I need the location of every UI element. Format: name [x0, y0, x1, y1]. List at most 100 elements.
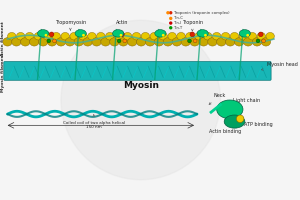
- Ellipse shape: [61, 32, 69, 40]
- Ellipse shape: [112, 30, 124, 37]
- Ellipse shape: [110, 38, 119, 46]
- Ellipse shape: [226, 38, 235, 46]
- FancyBboxPatch shape: [4, 62, 271, 80]
- Ellipse shape: [177, 32, 185, 40]
- Ellipse shape: [155, 30, 166, 37]
- Ellipse shape: [252, 38, 262, 46]
- Ellipse shape: [136, 38, 146, 46]
- Ellipse shape: [199, 38, 208, 46]
- Ellipse shape: [257, 32, 266, 40]
- Circle shape: [190, 32, 195, 37]
- Text: Actin: Actin: [116, 20, 128, 37]
- Ellipse shape: [52, 32, 61, 40]
- Ellipse shape: [43, 32, 52, 40]
- Circle shape: [169, 21, 172, 25]
- Ellipse shape: [146, 38, 155, 46]
- Ellipse shape: [25, 32, 34, 40]
- Ellipse shape: [47, 38, 57, 46]
- Circle shape: [193, 39, 197, 43]
- Ellipse shape: [12, 38, 21, 46]
- Circle shape: [169, 26, 172, 29]
- Ellipse shape: [34, 32, 43, 40]
- Ellipse shape: [235, 38, 244, 46]
- Circle shape: [166, 11, 170, 14]
- Ellipse shape: [217, 38, 226, 46]
- Ellipse shape: [239, 30, 250, 37]
- Text: Coiled coil of two alpha helical
150 nm: Coiled coil of two alpha helical 150 nm: [63, 115, 125, 129]
- Ellipse shape: [88, 32, 96, 40]
- Text: Myosin filament: Myosin filament: [1, 52, 5, 92]
- Text: Actin binding: Actin binding: [209, 115, 241, 134]
- Ellipse shape: [239, 32, 248, 40]
- Circle shape: [169, 17, 172, 20]
- Ellipse shape: [97, 32, 105, 40]
- Ellipse shape: [56, 38, 66, 46]
- Circle shape: [262, 39, 266, 43]
- Ellipse shape: [172, 38, 182, 46]
- Ellipse shape: [217, 100, 243, 119]
- Ellipse shape: [128, 38, 137, 46]
- Ellipse shape: [119, 38, 128, 46]
- Ellipse shape: [154, 38, 164, 46]
- Circle shape: [246, 34, 249, 37]
- Text: Myosin: Myosin: [123, 81, 159, 90]
- Ellipse shape: [243, 38, 253, 46]
- Text: Troponin (troponin complex): Troponin (troponin complex): [173, 11, 229, 15]
- Circle shape: [49, 32, 54, 37]
- Text: Neck: Neck: [209, 93, 226, 104]
- Circle shape: [120, 32, 124, 37]
- Circle shape: [258, 32, 263, 37]
- Circle shape: [169, 11, 172, 14]
- Ellipse shape: [159, 32, 167, 40]
- Text: Tn-I: Tn-I: [173, 21, 181, 25]
- Ellipse shape: [195, 32, 203, 40]
- Ellipse shape: [132, 32, 141, 40]
- Text: Actin filament: Actin filament: [1, 22, 5, 56]
- Text: Troponin: Troponin: [182, 20, 203, 31]
- Text: Tropomyosin: Tropomyosin: [55, 20, 86, 31]
- Ellipse shape: [208, 38, 217, 46]
- Ellipse shape: [190, 38, 199, 46]
- Text: ATP binding: ATP binding: [242, 118, 273, 127]
- Ellipse shape: [29, 38, 39, 46]
- Text: Light chain: Light chain: [222, 98, 260, 107]
- Ellipse shape: [230, 32, 239, 40]
- Ellipse shape: [106, 32, 114, 40]
- Ellipse shape: [168, 32, 176, 40]
- Ellipse shape: [79, 32, 87, 40]
- Ellipse shape: [16, 32, 25, 40]
- Ellipse shape: [197, 30, 208, 37]
- Ellipse shape: [123, 32, 132, 40]
- Ellipse shape: [186, 32, 194, 40]
- Circle shape: [117, 39, 121, 43]
- Ellipse shape: [181, 38, 190, 46]
- Ellipse shape: [114, 32, 123, 40]
- Ellipse shape: [38, 30, 49, 37]
- Ellipse shape: [38, 38, 48, 46]
- Ellipse shape: [221, 32, 230, 40]
- Ellipse shape: [92, 38, 101, 46]
- Ellipse shape: [261, 38, 271, 46]
- Ellipse shape: [204, 32, 212, 40]
- Circle shape: [47, 39, 51, 43]
- Text: Myosin head: Myosin head: [261, 62, 298, 70]
- Circle shape: [61, 20, 221, 180]
- Circle shape: [120, 34, 122, 37]
- Circle shape: [204, 34, 207, 37]
- Ellipse shape: [224, 115, 245, 128]
- Circle shape: [236, 115, 244, 123]
- Circle shape: [188, 39, 191, 43]
- Circle shape: [123, 39, 127, 43]
- Circle shape: [162, 34, 165, 37]
- Ellipse shape: [101, 38, 110, 46]
- Ellipse shape: [248, 32, 256, 40]
- Circle shape: [45, 34, 47, 37]
- Circle shape: [256, 39, 260, 43]
- Ellipse shape: [266, 32, 274, 40]
- Ellipse shape: [21, 38, 30, 46]
- Ellipse shape: [65, 38, 75, 46]
- Text: Tn-T: Tn-T: [173, 26, 182, 30]
- Ellipse shape: [8, 32, 16, 40]
- Ellipse shape: [83, 38, 92, 46]
- Ellipse shape: [74, 38, 83, 46]
